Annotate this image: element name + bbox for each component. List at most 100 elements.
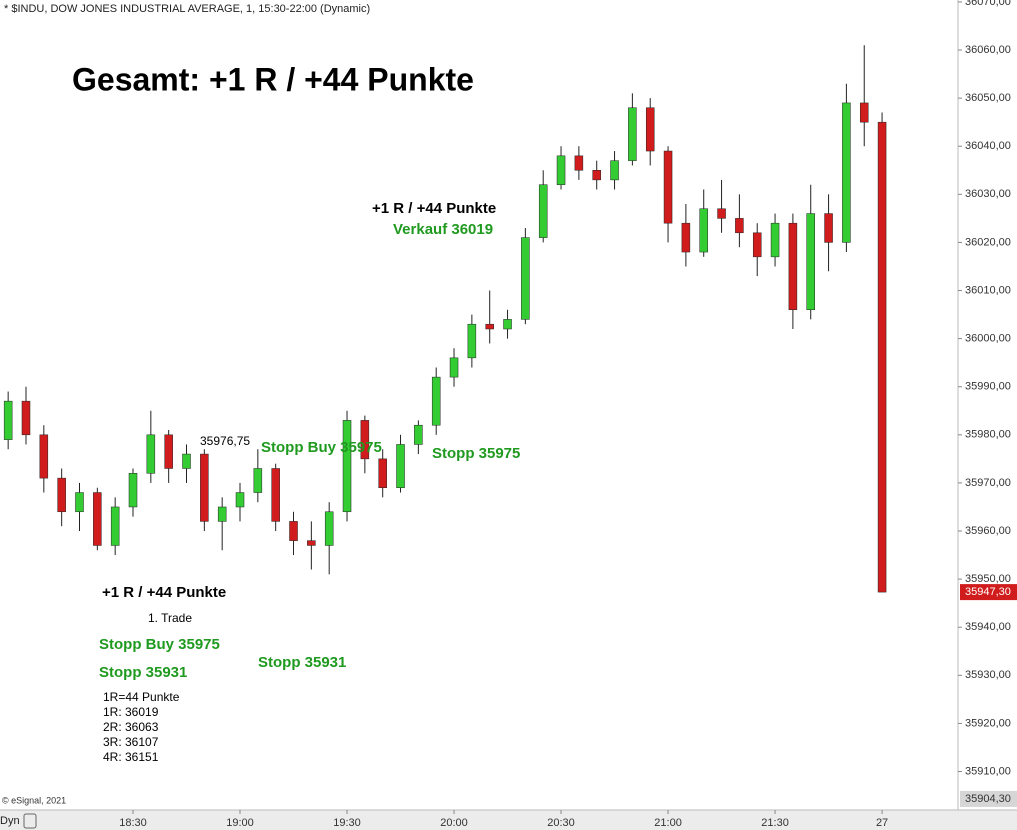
annotation: Gesamt: +1 R / +44 Punkte <box>72 61 474 97</box>
candle-body <box>717 208 726 219</box>
candle-body <box>414 424 423 445</box>
candle-body <box>39 434 49 479</box>
candle-body <box>485 323 494 330</box>
candle-body <box>645 107 655 152</box>
candle-body <box>824 213 833 243</box>
candle-body <box>3 400 13 440</box>
x-tick-label: 27 <box>876 817 888 829</box>
x-tick-label: 21:30 <box>761 817 789 829</box>
x-tick-label: 21:00 <box>654 817 682 829</box>
candle-body <box>57 477 66 513</box>
candle-body <box>253 468 263 493</box>
y-tick-label: 35960,00 <box>965 525 1011 537</box>
annotation: Stopp Buy 35975 <box>261 439 382 456</box>
candle-body <box>182 453 191 469</box>
candle-body <box>663 150 673 224</box>
candle-body <box>378 458 387 488</box>
annotation: Stopp 35975 <box>432 445 520 462</box>
candle-body <box>431 376 441 426</box>
annotation: 1. Trade <box>148 611 192 625</box>
annotation: +1 R / +44 Punkte <box>372 200 496 217</box>
annotation: 1R=44 Punkte <box>103 690 180 704</box>
candle-body <box>75 492 84 513</box>
y-tick-label: 35990,00 <box>965 381 1011 393</box>
annotation: Stopp 35931 <box>258 654 346 671</box>
candle-body <box>342 420 352 513</box>
y-tick-label: 35950,00 <box>965 573 1011 585</box>
y-tick-label: 35920,00 <box>965 717 1011 729</box>
candle-body <box>21 400 31 436</box>
candle-body <box>307 540 316 546</box>
x-tick-label: 19:00 <box>226 817 254 829</box>
candle-body <box>842 102 851 243</box>
y-tick-label: 36070,00 <box>965 0 1011 8</box>
candle-body <box>467 323 477 359</box>
y-tick-label: 35980,00 <box>965 429 1011 441</box>
time-axis-bar <box>0 810 1017 830</box>
candle-body <box>770 222 780 258</box>
y-tick-label: 35970,00 <box>965 477 1011 489</box>
last-price-label: 35947,30 <box>965 586 1011 598</box>
candle-body <box>110 506 120 546</box>
candle-body <box>735 218 744 234</box>
annotation: 4R: 36151 <box>103 750 159 764</box>
candle-body <box>752 232 762 258</box>
candle-body <box>877 121 887 593</box>
candle-body <box>521 237 530 320</box>
copyright: © eSignal, 2021 <box>2 795 66 805</box>
candle-body <box>217 506 227 522</box>
candle-body <box>200 453 209 522</box>
mode-label[interactable]: Dyn <box>0 815 20 827</box>
candle-body <box>503 319 512 330</box>
chart-title: * $INDU, DOW JONES INDUSTRIAL AVERAGE, 1… <box>4 3 370 15</box>
candle-body <box>592 170 601 181</box>
candle-body <box>610 160 619 181</box>
candle-body <box>449 357 459 378</box>
x-tick-label: 18:30 <box>119 817 147 829</box>
y-tick-label: 36020,00 <box>965 236 1011 248</box>
annotation: Stopp 35931 <box>99 664 187 681</box>
candle-body <box>93 492 102 546</box>
bottom-price-label: 35904,30 <box>965 793 1011 805</box>
candle-body <box>556 155 566 185</box>
annotation: Stopp Buy 35975 <box>99 636 220 653</box>
candle-body <box>699 208 708 253</box>
candle-body <box>271 468 280 522</box>
x-tick-label: 20:30 <box>547 817 575 829</box>
y-tick-label: 36040,00 <box>965 140 1011 152</box>
annotation: 1R: 36019 <box>103 705 159 719</box>
bottom-price-tag <box>960 790 1017 807</box>
annotation: 2R: 36063 <box>103 720 159 734</box>
lock-icon[interactable] <box>23 813 37 829</box>
x-tick-label: 19:30 <box>333 817 361 829</box>
y-tick-label: 35930,00 <box>965 669 1011 681</box>
candle-body <box>806 213 815 311</box>
annotation: Verkauf 36019 <box>393 221 493 238</box>
candle-body <box>788 222 798 311</box>
candle-body <box>859 102 869 123</box>
y-tick-label: 35910,00 <box>965 765 1011 777</box>
y-tick-label: 35940,00 <box>965 621 1011 633</box>
last-price-tag <box>960 584 1017 601</box>
y-tick-label: 36000,00 <box>965 333 1011 345</box>
y-tick-label: 36060,00 <box>965 44 1011 56</box>
y-tick-label: 36050,00 <box>965 92 1011 104</box>
y-tick-label: 36030,00 <box>965 188 1011 200</box>
candle-body <box>360 420 370 460</box>
candle-body <box>681 222 691 253</box>
candle-body <box>164 434 173 469</box>
candle-body <box>396 444 405 488</box>
candle-body <box>538 184 548 238</box>
annotation: 3R: 36107 <box>103 735 159 749</box>
x-tick-label: 20:00 <box>440 817 468 829</box>
candle-body <box>146 434 156 474</box>
candle-body <box>324 511 334 546</box>
candle-body <box>128 473 138 508</box>
candle-body <box>574 155 584 171</box>
annotation: +1 R / +44 Punkte <box>102 584 226 601</box>
annotation: 35976,75 <box>200 434 250 448</box>
y-tick-label: 36010,00 <box>965 284 1011 296</box>
candle-body <box>628 107 637 161</box>
candle-body <box>235 492 245 508</box>
